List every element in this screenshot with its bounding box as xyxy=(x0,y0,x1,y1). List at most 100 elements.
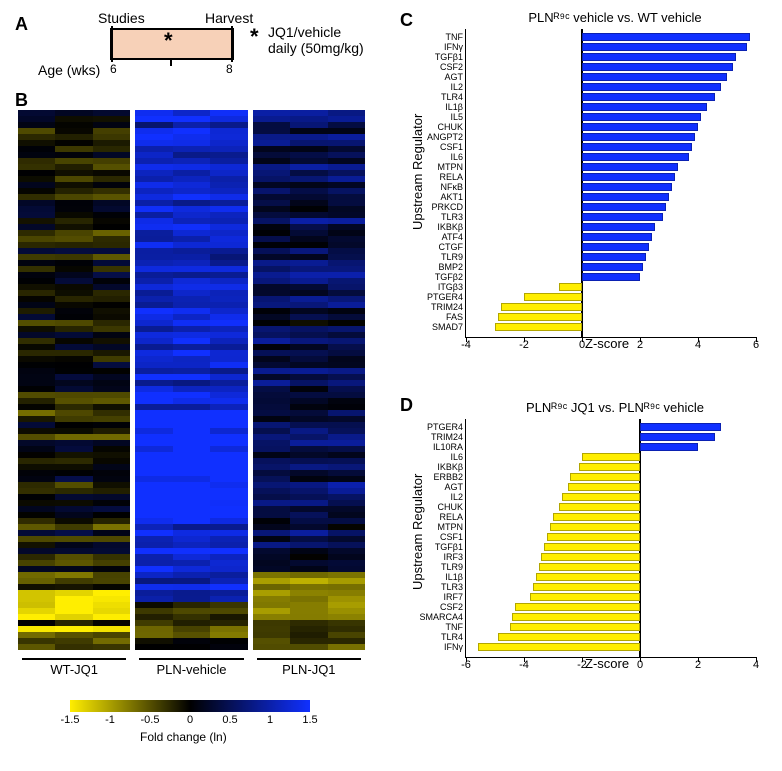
colorbar-label: Fold change (ln) xyxy=(140,730,227,744)
gene-label: AGT xyxy=(444,483,466,491)
chart-d-title: PLNᴿ⁹ᶜ JQ1 vs. PLNᴿ⁹ᶜ vehicle xyxy=(465,400,765,415)
bar xyxy=(539,563,641,571)
bar xyxy=(582,233,652,241)
legend-star: * xyxy=(250,24,259,50)
gene-label: RELA xyxy=(439,173,466,181)
bar xyxy=(582,73,727,81)
gene-label: CSF1 xyxy=(440,143,466,151)
gene-label: FAS xyxy=(446,313,466,321)
gene-label: TNF xyxy=(446,623,467,631)
timeline-tick-mid xyxy=(170,58,172,66)
gene-label: PTGER4 xyxy=(427,423,466,431)
heatmap-column xyxy=(135,110,172,650)
bar xyxy=(498,313,582,321)
bar xyxy=(524,293,582,301)
gene-label: TLR3 xyxy=(441,213,466,221)
bar xyxy=(547,533,640,541)
chart-c-ylabel: Upstream Regulator xyxy=(410,114,425,230)
gene-label: SMARCA4 xyxy=(419,613,466,621)
group-label: WT-JQ1 xyxy=(18,662,130,677)
gene-label: BMP2 xyxy=(438,263,466,271)
gene-label: TLR9 xyxy=(441,253,466,261)
bar xyxy=(582,183,672,191)
x-tick-label: -4 xyxy=(461,337,471,351)
bar xyxy=(570,473,640,481)
bar xyxy=(582,53,736,61)
bar xyxy=(512,613,640,621)
gene-label: IRF3 xyxy=(443,553,466,561)
gene-label: TNF xyxy=(446,33,467,41)
x-tick-label: -2 xyxy=(519,337,529,351)
harvest-label: Harvest xyxy=(205,10,253,26)
bar xyxy=(582,263,643,271)
studies-label: Studies xyxy=(98,10,145,26)
gene-label: IL2 xyxy=(450,493,466,501)
bar xyxy=(582,83,721,91)
bar xyxy=(582,273,640,281)
bar xyxy=(544,543,640,551)
bar xyxy=(478,643,640,651)
gene-label: CTGF xyxy=(439,243,467,251)
gene-label: TRIM24 xyxy=(431,303,466,311)
barchart-d: PLNᴿ⁹ᶜ JQ1 vs. PLNᴿ⁹ᶜ vehicle PTGER4TRIM… xyxy=(465,400,765,658)
bar xyxy=(640,423,721,431)
timeline-tick-end xyxy=(231,26,233,62)
bar xyxy=(530,593,640,601)
gene-label: TLR3 xyxy=(441,583,466,591)
colorbar-tick-label: 1.5 xyxy=(302,714,317,726)
age-label: Age (wks) xyxy=(38,62,100,78)
timeline-box: * xyxy=(110,28,234,60)
panel-b-label: B xyxy=(15,90,28,111)
gene-label: IRF7 xyxy=(443,593,466,601)
timeline-star: * xyxy=(164,28,173,54)
group-label: PLN-vehicle xyxy=(135,662,247,677)
bar xyxy=(541,553,640,561)
colorbar-tick-label: -1.5 xyxy=(61,714,80,726)
group-label: PLN-JQ1 xyxy=(253,662,365,677)
gene-label: IL6 xyxy=(450,153,466,161)
gene-label: TGFβ1 xyxy=(435,543,466,551)
colorbar-tick-label: 0.5 xyxy=(222,714,237,726)
chart-d-plot: PTGER4TRIM24IL10RAIL6IKBKβERBB2AGTIL2CHU… xyxy=(465,419,756,658)
x-tick-label: 4 xyxy=(753,657,759,671)
chart-d-xlabel: Z-score xyxy=(585,656,629,671)
heatmap-column xyxy=(173,110,210,650)
timeline-tick-start xyxy=(111,26,113,62)
gene-label: SMAD7 xyxy=(432,323,466,331)
gene-label: IL1β xyxy=(445,573,466,581)
bar xyxy=(582,33,750,41)
x-tick-label: 2 xyxy=(637,337,643,351)
gene-label: IFNγ xyxy=(444,643,466,651)
heatmap xyxy=(18,110,365,650)
heatmap-column xyxy=(328,110,365,650)
x-tick-label: 0 xyxy=(637,657,643,671)
chart-c-plot: TNFIFNγTGFβ1CSF2AGTIL2TLR4IL1βIL5CHUKANG… xyxy=(465,29,756,338)
bar xyxy=(582,203,666,211)
gene-label: ERBB2 xyxy=(433,473,466,481)
bar xyxy=(582,43,747,51)
gene-label: ANGPT2 xyxy=(427,133,466,141)
chart-c-xlabel: Z-score xyxy=(585,336,629,351)
group-underline xyxy=(257,658,361,660)
bar xyxy=(582,143,692,151)
gene-label: TGFβ1 xyxy=(435,53,466,61)
gene-label: ITGβ3 xyxy=(438,283,466,291)
bar xyxy=(562,493,640,501)
panel-c-label: C xyxy=(400,10,413,31)
bar xyxy=(582,163,678,171)
x-tick-label: 6 xyxy=(753,337,759,351)
gene-label: CHUK xyxy=(437,123,466,131)
bar xyxy=(582,173,675,181)
group-underline xyxy=(22,658,126,660)
gene-label: IKBKβ xyxy=(437,223,466,231)
gene-label: NFκB xyxy=(441,183,467,191)
gene-label: CSF1 xyxy=(440,533,466,541)
colorbar-tick-label: 1 xyxy=(267,714,273,726)
colorbar xyxy=(70,700,310,712)
barchart-c: PLNᴿ⁹ᶜ vehicle vs. WT vehicle TNFIFNγTGF… xyxy=(465,10,765,338)
colorbar-tick-label: 0 xyxy=(187,714,193,726)
gene-label: TLR4 xyxy=(441,93,466,101)
gene-label: IL5 xyxy=(450,113,466,121)
x-tick-label: -4 xyxy=(519,657,529,671)
heatmap-column xyxy=(253,110,290,650)
